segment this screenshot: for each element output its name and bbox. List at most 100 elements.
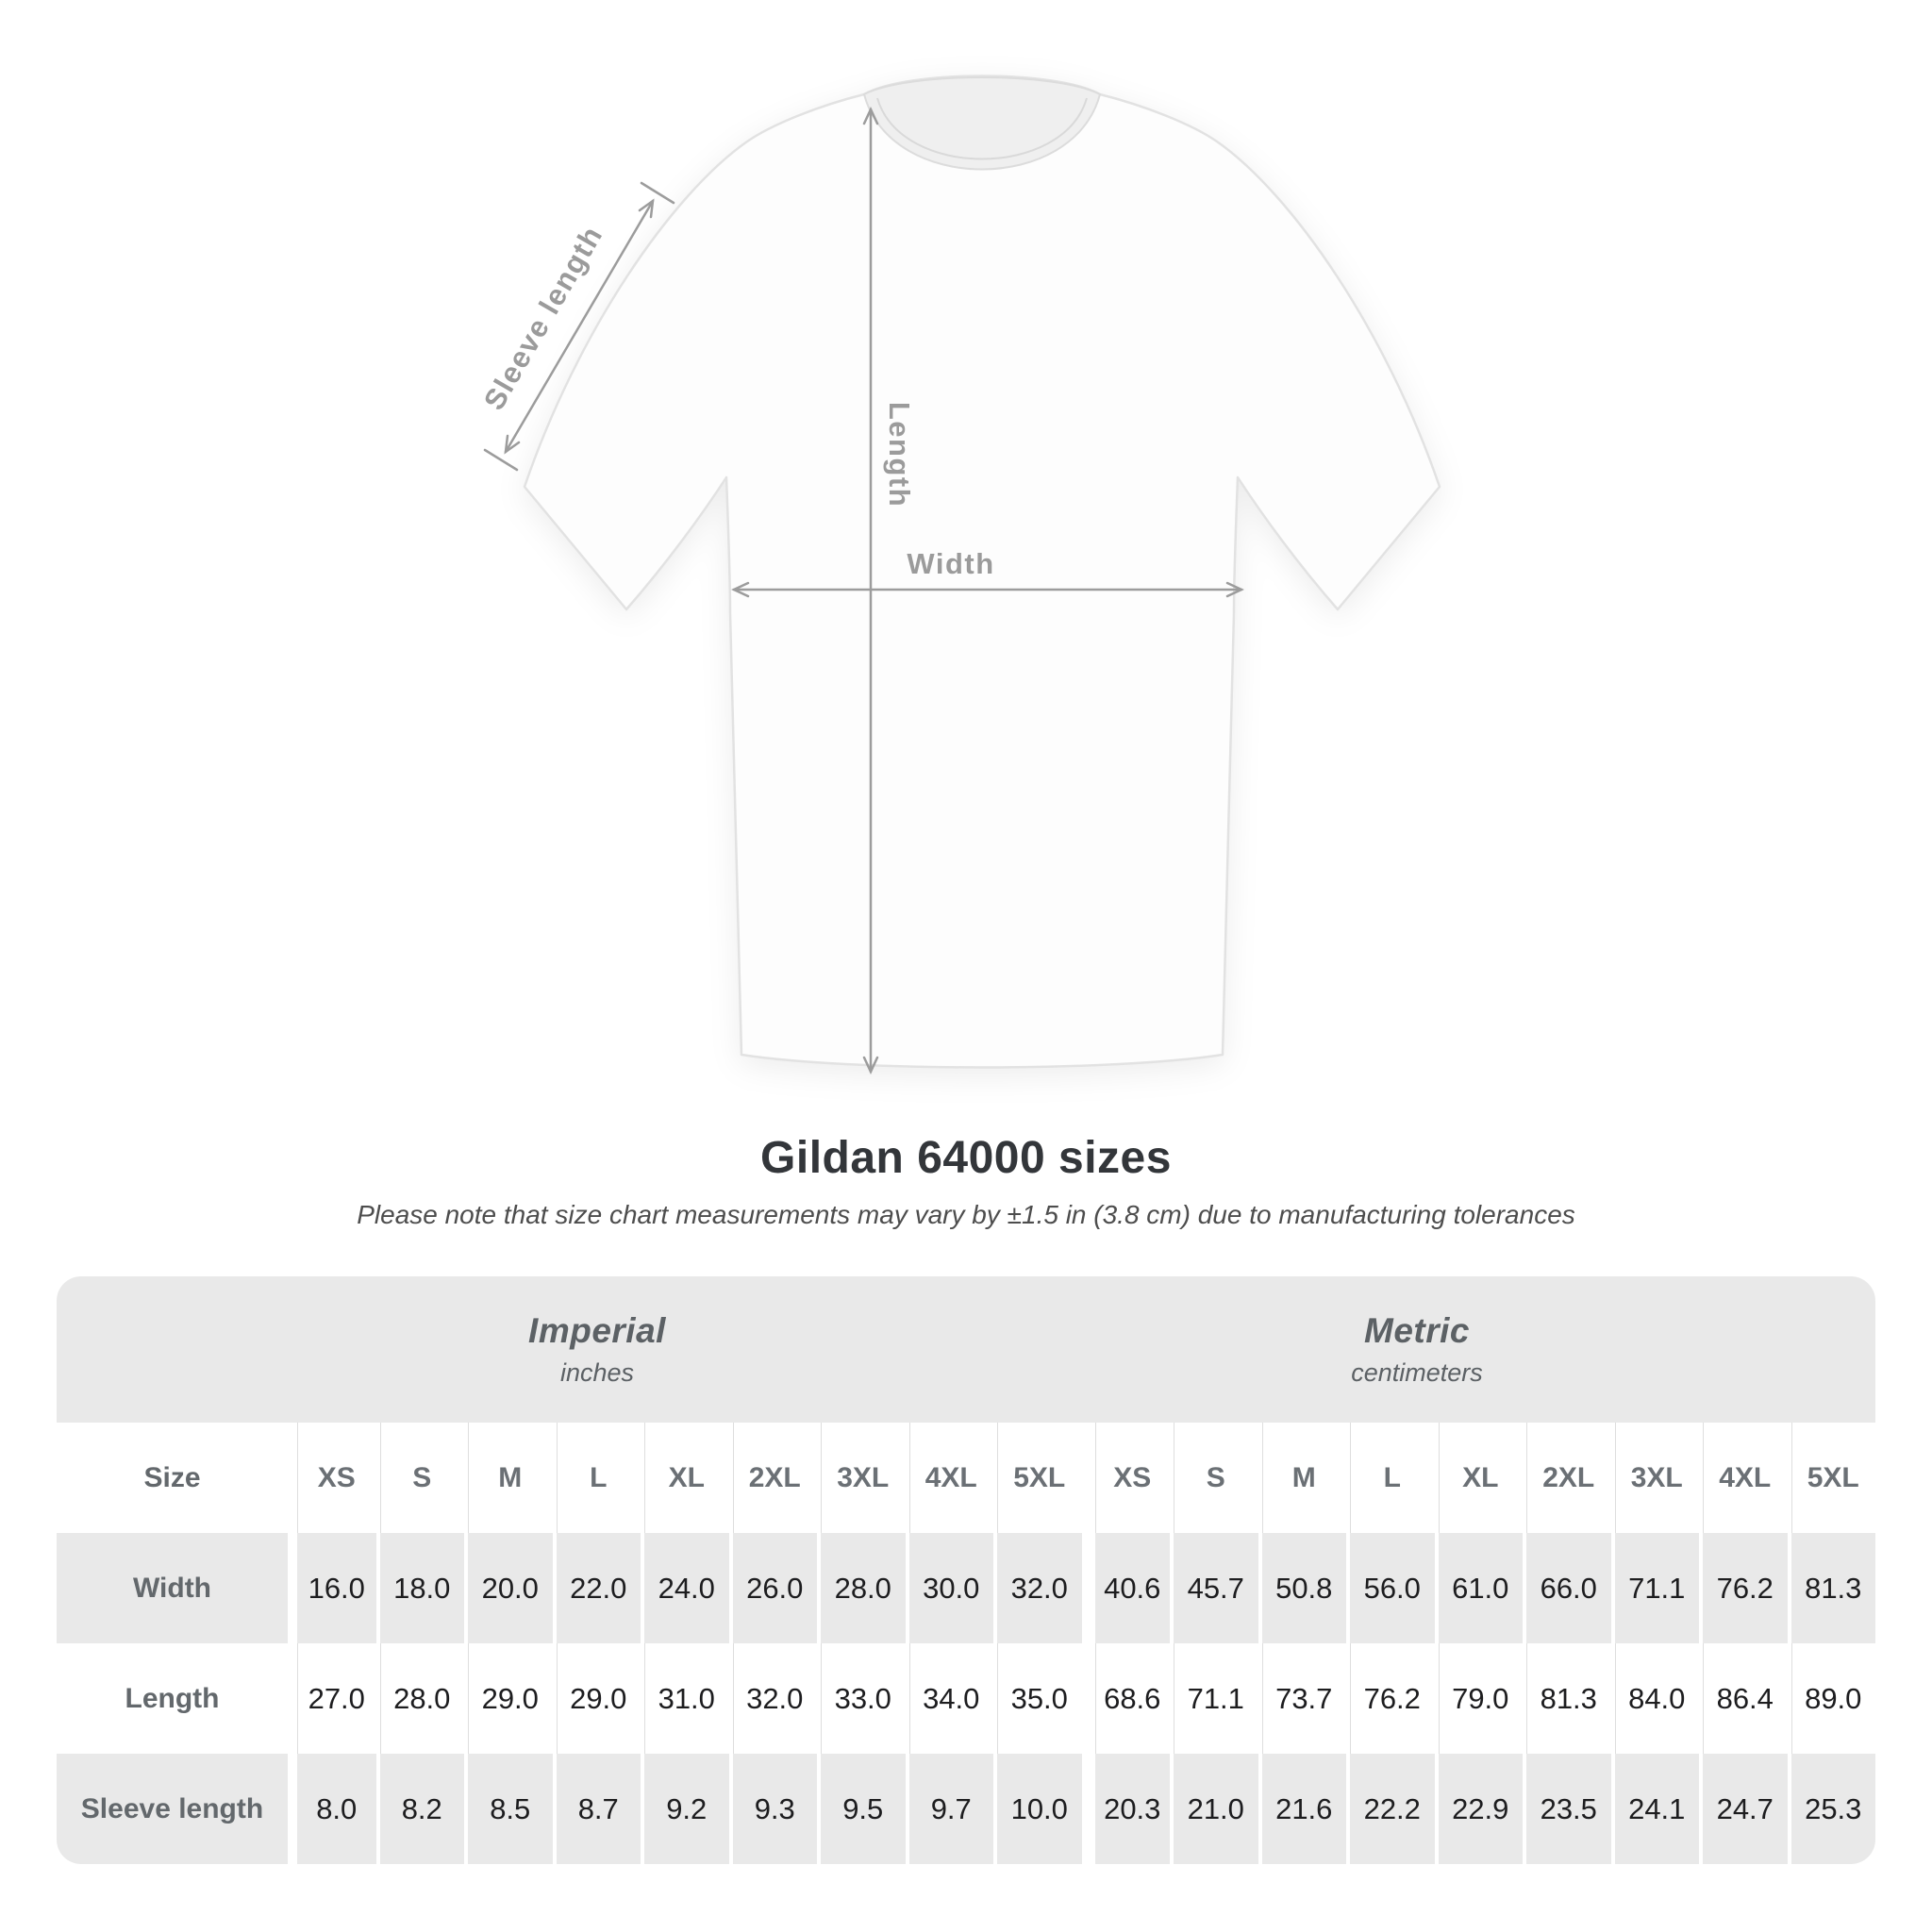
- size-header: XL: [641, 1423, 729, 1533]
- tshirt-measurement-diagram: Sleeve length Length Width: [477, 75, 1441, 1074]
- size-header: 2XL: [728, 1423, 818, 1533]
- table-cell: 9.3: [728, 1754, 818, 1864]
- table-cell: 84.0: [1610, 1643, 1700, 1754]
- table-cell: 20.3: [1081, 1754, 1171, 1864]
- table-cell: 79.0: [1434, 1643, 1524, 1754]
- table-cell: 33.0: [817, 1643, 906, 1754]
- table-cell: 21.0: [1170, 1754, 1258, 1864]
- table-row-sleeve-length: Sleeve length 8.0 8.2 8.5 8.7 9.2 9.3 9.…: [57, 1754, 1875, 1864]
- corner-label: Size: [143, 1461, 201, 1493]
- length-label: Length: [883, 402, 916, 508]
- table-row-length: Length 27.0 28.0 29.0 29.0 31.0 32.0 33.…: [57, 1643, 1875, 1754]
- table-cell: 8.7: [552, 1754, 641, 1864]
- page-subtitle: Please note that size chart measurements…: [357, 1200, 1575, 1229]
- size-header: 4XL: [1699, 1423, 1788, 1533]
- size-header: M: [464, 1423, 553, 1533]
- table-cell: 29.0: [552, 1643, 641, 1754]
- dimension-annotations: [483, 107, 1244, 1074]
- table-cell: 21.6: [1257, 1754, 1347, 1864]
- metric-unit-group: Metric centimeters: [1351, 1276, 1483, 1423]
- size-header: M: [1257, 1423, 1347, 1533]
- imperial-heading: Imperial: [528, 1311, 666, 1350]
- table-cell: 32.0: [728, 1643, 818, 1754]
- table-cell: 8.5: [464, 1754, 553, 1864]
- size-header: XS: [288, 1423, 376, 1533]
- table-cell: 18.0: [375, 1533, 465, 1643]
- table-cell: 32.0: [993, 1533, 1082, 1643]
- table-cell: 76.2: [1346, 1643, 1435, 1754]
- table-cell: 35.0: [993, 1643, 1082, 1754]
- table-cell: 28.0: [375, 1643, 465, 1754]
- table-cell: 9.2: [641, 1754, 729, 1864]
- size-table: Imperial inches Metric centimeters Size …: [57, 1276, 1875, 1864]
- table-cell: 8.2: [375, 1754, 465, 1864]
- table-cell: 8.0: [288, 1754, 376, 1864]
- table-cell: 76.2: [1699, 1533, 1788, 1643]
- table-cell: 22.9: [1434, 1754, 1524, 1864]
- table-cell: 30.0: [905, 1533, 994, 1643]
- table-cell: 16.0: [288, 1533, 376, 1643]
- table-cell: 81.3: [1787, 1533, 1876, 1643]
- width-arrow: [731, 581, 1244, 598]
- table-cell: 9.7: [905, 1754, 994, 1864]
- table-cell: 26.0: [728, 1533, 818, 1643]
- table-cell: 27.0: [288, 1643, 376, 1754]
- metric-unit: centimeters: [1351, 1358, 1483, 1387]
- table-cell: 89.0: [1787, 1643, 1876, 1754]
- metric-heading: Metric: [1364, 1311, 1470, 1350]
- table-cell: 50.8: [1257, 1533, 1347, 1643]
- tshirt-illustration: [523, 75, 1441, 1069]
- table-cell: 20.0: [464, 1533, 553, 1643]
- table-cell: 23.5: [1523, 1754, 1611, 1864]
- size-header: 5XL: [1787, 1423, 1876, 1533]
- sleeve-length-arrow: [483, 181, 675, 472]
- table-cell: 31.0: [641, 1643, 729, 1754]
- row-label: Width: [132, 1572, 212, 1604]
- table-cell: 73.7: [1257, 1643, 1347, 1754]
- size-header: XL: [1434, 1423, 1524, 1533]
- table-cell: 10.0: [993, 1754, 1082, 1864]
- table-cell: 34.0: [905, 1643, 994, 1754]
- table-cell: 29.0: [464, 1643, 553, 1754]
- size-header: L: [552, 1423, 641, 1533]
- size-header: 4XL: [905, 1423, 994, 1533]
- table-cell: 71.1: [1610, 1533, 1700, 1643]
- table-cell: 24.0: [641, 1533, 729, 1643]
- table-cell: 56.0: [1346, 1533, 1435, 1643]
- table-cell: 68.6: [1081, 1643, 1171, 1754]
- table-cell: 22.0: [552, 1533, 641, 1643]
- imperial-unit: inches: [559, 1358, 635, 1387]
- table-cell: 71.1: [1170, 1643, 1258, 1754]
- table-cell: 86.4: [1699, 1643, 1788, 1754]
- table-cell: 22.2: [1346, 1754, 1435, 1864]
- size-header: 5XL: [993, 1423, 1082, 1533]
- size-header: L: [1346, 1423, 1435, 1533]
- table-cell: 45.7: [1170, 1533, 1258, 1643]
- table-cell: 81.3: [1523, 1643, 1611, 1754]
- row-label: Sleeve length: [80, 1792, 264, 1824]
- tshirt-collar-band: [876, 97, 1088, 160]
- size-header: 2XL: [1523, 1423, 1611, 1533]
- imperial-unit-group: Imperial inches: [528, 1276, 666, 1423]
- size-header: 3XL: [1610, 1423, 1700, 1533]
- table-cell: 66.0: [1523, 1533, 1611, 1643]
- width-label: Width: [907, 547, 994, 580]
- size-header: S: [375, 1423, 465, 1533]
- table-row-sizes: Size XS S M L XL 2XL 3XL 4XL 5XL XS S M …: [57, 1423, 1875, 1533]
- table-cell: 9.5: [817, 1754, 906, 1864]
- table-cell: 24.1: [1610, 1754, 1700, 1864]
- row-label: Length: [125, 1682, 220, 1714]
- table-cell: 28.0: [817, 1533, 906, 1643]
- size-header: XS: [1081, 1423, 1171, 1533]
- table-cell: 40.6: [1081, 1533, 1171, 1643]
- table-row-width: Width 16.0 18.0 20.0 22.0 24.0 26.0 28.0…: [57, 1533, 1875, 1643]
- table-cell: 24.7: [1699, 1754, 1788, 1864]
- unit-header-band: Imperial inches Metric centimeters: [57, 1276, 1875, 1423]
- size-header: 3XL: [817, 1423, 906, 1533]
- table-cell: 25.3: [1787, 1754, 1876, 1864]
- size-header: S: [1170, 1423, 1258, 1533]
- tshirt-body: [523, 75, 1441, 1069]
- page-title: Gildan 64000 sizes: [760, 1133, 1172, 1183]
- table-cell: 61.0: [1434, 1533, 1524, 1643]
